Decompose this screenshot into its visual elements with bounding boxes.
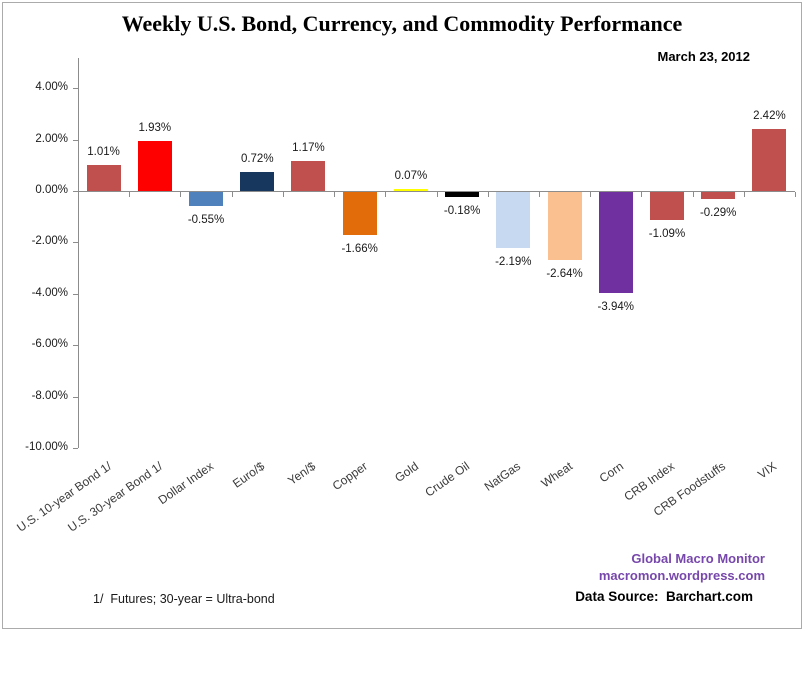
y-axis-tick-label: -10.00% (25, 441, 68, 453)
bar-value-label-crb-index: -1.09% (648, 228, 686, 240)
y-axis-tick (73, 396, 78, 398)
x-axis-tick (538, 192, 540, 197)
bar-u-s-10-year-bond-1 (86, 165, 121, 191)
data-source-label: Data Source: Barchart.com (575, 589, 753, 604)
y-axis-tick (73, 242, 78, 244)
x-category-label-crude-oil: Crude Oil (422, 459, 473, 500)
bar-value-label-euro: 0.72% (240, 153, 274, 166)
bar-value-label-crude-oil: -0.18% (443, 204, 481, 217)
y-axis-tick-label: -6.00% (31, 338, 68, 351)
y-axis-tick (73, 139, 78, 141)
x-axis-zero-line (78, 191, 795, 192)
y-axis-tick-label: 0.00% (35, 184, 68, 196)
plot-area: 4.00% 2.00% 0.00% -2.00% -4.00% -6.00% -8.00% -… (14, 58, 796, 535)
x-axis-tick (641, 192, 643, 197)
bar-wheat (547, 192, 582, 260)
chart-frame (2, 2, 802, 629)
bar-value-label-natgas: -2.19% (495, 256, 532, 269)
y-axis-tick (73, 345, 78, 347)
bar-corn (598, 192, 633, 294)
y-axis-tick-label: -2.00% (31, 235, 68, 248)
bar-value-label-u-s-30-year-bond-1: 1.93% (138, 122, 172, 135)
x-axis-tick (180, 192, 182, 197)
bar-euro (240, 172, 275, 191)
bar-value-label-u-s-10-year-bond-1: 1.01% (87, 146, 120, 159)
bar-value-label-dollar-index: -0.55% (187, 214, 225, 227)
footnote: 1/ Futures; 30-year = Ultra-bond (93, 592, 275, 606)
x-axis-tick (282, 192, 284, 197)
bar-value-label-copper: -1.66% (341, 242, 378, 255)
bar-value-label-gold: 0.07% (394, 170, 428, 183)
y-axis-tick (73, 191, 78, 192)
y-axis-tick-label: -4.00% (31, 286, 68, 299)
y-axis-tick (73, 293, 78, 295)
x-category-label-copper: Copper (329, 459, 370, 494)
chart-date-label: March 23, 2012 (657, 49, 750, 64)
x-category-label-natgas: NatGas (481, 459, 524, 494)
chart-title: Weekly U.S. Bond, Currency, and Commodit… (121, 11, 683, 36)
x-axis-tick (385, 192, 387, 197)
bar-natgas (496, 192, 531, 249)
y-axis-tick-label: 2.00% (35, 132, 68, 145)
x-axis-tick (436, 192, 438, 197)
brand-name: Global Macro Monitor (631, 551, 765, 566)
bar-crb-foodstuffs (701, 192, 736, 200)
brand-url[interactable]: macromon.wordpress.com (598, 568, 765, 583)
x-axis-tick (795, 192, 796, 197)
bar-dollar-index (189, 192, 224, 207)
bar-copper (342, 192, 377, 235)
bar-vix (752, 128, 787, 191)
x-axis-tick (487, 192, 489, 197)
bar-value-label-crb-foodstuffs: -0.29% (699, 207, 737, 220)
x-axis-tick (231, 192, 233, 197)
y-axis-tick-label: 4.00% (35, 81, 68, 94)
y-axis-tick (73, 448, 78, 449)
bar-gold (393, 189, 428, 191)
y-axis-tick-label: -8.00% (31, 389, 68, 402)
x-axis-tick (743, 192, 745, 197)
bar-u-s-30-year-bond-1 (137, 141, 172, 191)
x-axis-tick (590, 192, 592, 197)
bar-crude-oil (445, 192, 480, 197)
bar-value-label-corn: -3.94% (597, 301, 634, 314)
x-category-label-corn: Corn (596, 459, 626, 486)
bar-value-label-vix: 2.42% (753, 109, 786, 122)
bar-yen (291, 160, 326, 191)
x-category-label-wheat: Wheat (538, 459, 575, 491)
x-axis-tick (692, 192, 694, 197)
chart-page: { "header": { "title": "Weekly U.S. Bond… (2, 2, 802, 629)
bar-value-label-yen: 1.17% (292, 141, 325, 154)
x-axis-tick (129, 192, 131, 197)
y-axis-tick (73, 88, 78, 90)
bar-crb-index (649, 192, 684, 220)
bar-value-label-wheat: -2.64% (546, 267, 583, 280)
x-axis-tick (334, 192, 336, 197)
y-axis-line (78, 58, 79, 448)
